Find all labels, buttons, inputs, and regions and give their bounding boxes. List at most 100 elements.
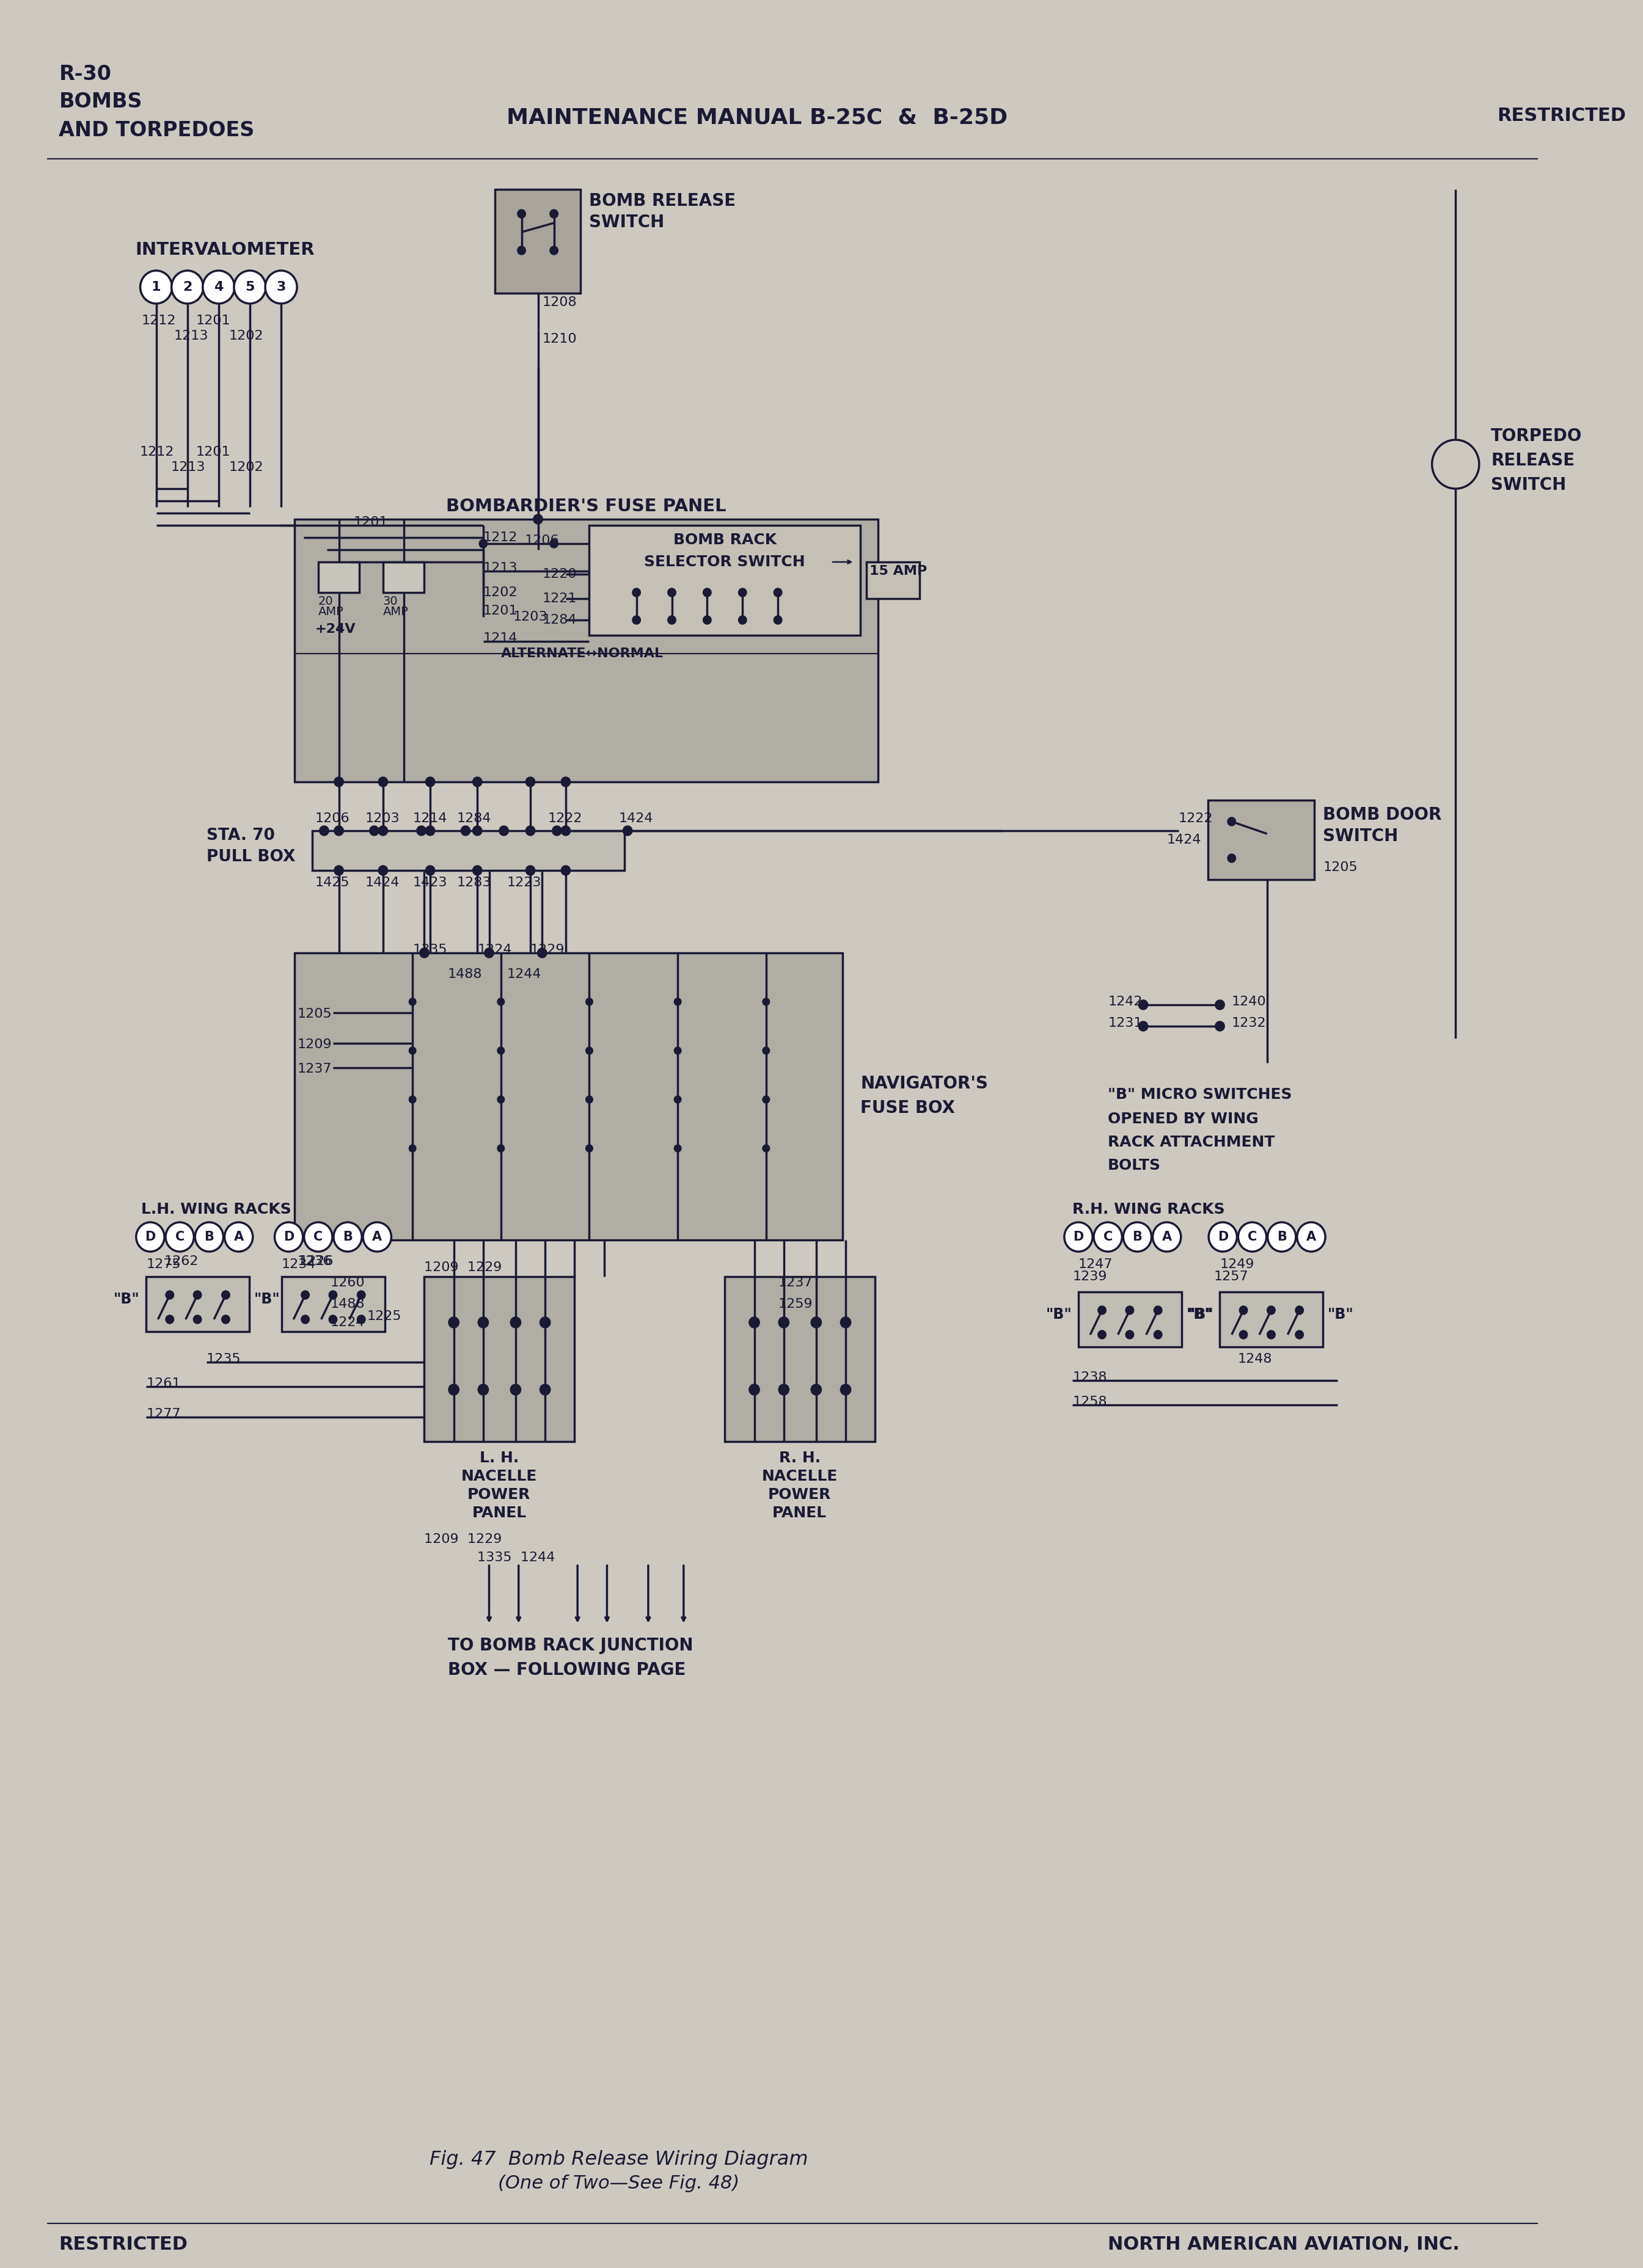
Circle shape [518,209,526,218]
Text: 1423: 1423 [412,875,447,889]
Circle shape [537,948,547,957]
Circle shape [674,1095,682,1102]
Text: 1203: 1203 [513,610,547,624]
Circle shape [225,1222,253,1252]
Circle shape [196,1222,223,1252]
Circle shape [319,826,329,835]
Text: AMP: AMP [319,606,343,617]
Text: 1212: 1212 [140,447,174,458]
Text: 4: 4 [214,281,223,293]
Circle shape [840,1383,851,1395]
Circle shape [526,778,536,787]
Circle shape [378,826,388,835]
Text: 1213: 1213 [483,562,518,574]
Circle shape [674,1145,682,1152]
Circle shape [560,778,570,787]
Text: 1202: 1202 [483,587,518,599]
Circle shape [301,1315,309,1325]
Text: 1214: 1214 [483,633,518,644]
Text: 1258: 1258 [1073,1395,1107,1408]
Circle shape [534,515,542,524]
Text: 1247: 1247 [1078,1259,1112,1270]
Circle shape [1433,440,1479,488]
Circle shape [171,270,204,304]
Circle shape [498,1048,504,1055]
Text: R.H. WING RACKS: R.H. WING RACKS [1073,1202,1226,1216]
Text: 1488: 1488 [449,968,483,980]
Circle shape [1295,1306,1303,1315]
Circle shape [738,615,746,624]
Text: TO BOMB RACK JUNCTION: TO BOMB RACK JUNCTION [449,1637,693,1653]
Bar [424,1277,575,1442]
Text: 1206: 1206 [315,812,350,826]
Text: C: C [1102,1232,1112,1243]
Text: RELEASE: RELEASE [1490,451,1574,469]
Text: 1214: 1214 [412,812,447,826]
Text: 1222: 1222 [549,812,583,826]
Text: 1240: 1240 [1232,996,1267,1007]
Circle shape [1124,1222,1152,1252]
Circle shape [449,1383,458,1395]
Circle shape [779,1318,789,1329]
Circle shape [1098,1331,1106,1338]
Circle shape [480,540,488,549]
Circle shape [499,826,509,835]
Text: 1213: 1213 [171,460,205,474]
Text: B: B [1132,1232,1142,1243]
Text: 1424: 1424 [1167,835,1201,846]
Circle shape [587,1095,593,1102]
Text: L.H. WING RACKS: L.H. WING RACKS [141,1202,291,1216]
Bar [725,1277,876,1442]
Text: BOMB DOOR: BOMB DOOR [1323,807,1443,823]
Bar [495,188,580,293]
Text: B: B [1277,1232,1286,1243]
Bar [312,830,624,871]
Text: NORTH AMERICAN AVIATION, INC.: NORTH AMERICAN AVIATION, INC. [1107,2236,1459,2254]
Text: NAVIGATOR'S: NAVIGATOR'S [861,1075,987,1093]
Text: A: A [1306,1232,1316,1243]
Circle shape [194,1290,202,1300]
Text: PULL BOX: PULL BOX [207,848,296,864]
Text: 15 AMP: 15 AMP [869,565,927,578]
Text: AMP: AMP [383,606,409,617]
Circle shape [1216,1021,1224,1032]
Text: 1: 1 [151,281,161,293]
Circle shape [498,998,504,1005]
Circle shape [378,778,388,787]
Text: BOMB RELEASE: BOMB RELEASE [590,193,736,209]
Bar [294,519,877,782]
Circle shape [378,866,388,875]
Text: 1249: 1249 [1219,1259,1254,1270]
Circle shape [749,1318,759,1329]
Text: PANEL: PANEL [472,1506,526,1520]
Text: 1209: 1209 [297,1039,332,1050]
Circle shape [633,615,641,624]
Text: 1335  1244: 1335 1244 [478,1551,555,1563]
Circle shape [460,826,470,835]
Circle shape [426,866,435,875]
Circle shape [1295,1331,1303,1338]
Circle shape [426,826,435,835]
Text: 1424: 1424 [365,875,399,889]
Circle shape [409,998,416,1005]
Circle shape [526,866,536,875]
Text: 1202: 1202 [228,460,263,474]
Circle shape [334,866,343,875]
Text: BOMBARDIER'S FUSE PANEL: BOMBARDIER'S FUSE PANEL [447,497,726,515]
Text: C: C [176,1232,184,1243]
Text: "B": "B" [1186,1306,1213,1322]
Text: B: B [343,1232,353,1243]
Circle shape [1098,1306,1106,1315]
Text: +24V: +24V [315,624,357,635]
Text: 1236: 1236 [297,1254,332,1268]
Circle shape [166,1222,194,1252]
Circle shape [762,998,769,1005]
Circle shape [667,587,675,596]
Text: SWITCH: SWITCH [590,213,665,231]
Circle shape [233,270,266,304]
Circle shape [222,1315,230,1325]
Bar [866,562,920,599]
Circle shape [1227,816,1236,826]
Circle shape [1296,1222,1326,1252]
Text: 1201: 1201 [483,606,518,617]
